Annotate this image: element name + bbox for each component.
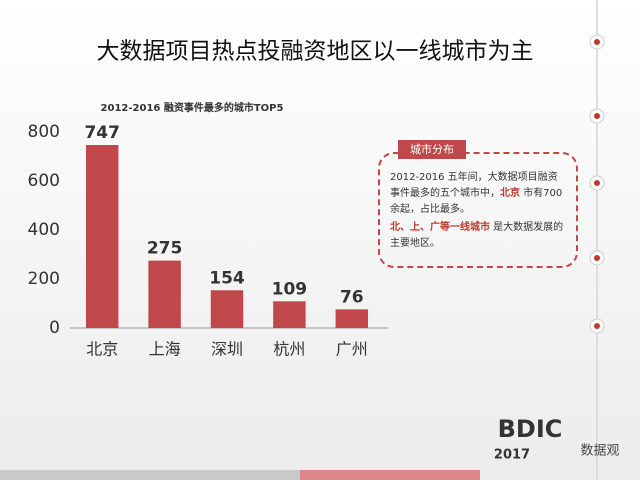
text: 2012-2016 五年间，大数据项目融资事件最多的五个城市中，: [390, 172, 558, 199]
text: 是大数据发展的主要地区。: [390, 222, 564, 249]
y-tick-label: 200: [28, 269, 60, 289]
x-tick-label: 广州: [336, 340, 368, 359]
callout-heading: 城市分布: [398, 140, 466, 159]
x-tick-label: 深圳: [211, 340, 243, 359]
x-tick-label: 北京: [86, 340, 118, 359]
callout: 2012-2016 五年间，大数据项目融资事件最多的五个城市中，北京 市有700…: [378, 152, 578, 268]
bar: [335, 309, 369, 328]
data-label: 275: [147, 239, 183, 259]
bar: [85, 144, 119, 328]
highlight: 北京: [500, 188, 520, 199]
data-label: 154: [209, 268, 245, 288]
timeline-dot-centers: [594, 39, 600, 329]
text: 市有700余起，占比最多。: [390, 188, 563, 215]
chart-title: 2012-2016 融资事件最多的城市TOP5: [101, 101, 284, 114]
x-tick-label: 上海: [149, 340, 181, 359]
y-tick-label: 0: [49, 318, 60, 338]
bar: [273, 301, 306, 328]
bar: [148, 260, 181, 328]
data-label: 76: [340, 287, 364, 307]
logo-year: 2017: [494, 448, 530, 463]
footer-bar: [0, 470, 300, 480]
highlight: 北、上、广等一线城市: [390, 222, 490, 233]
watermark: 数据观: [580, 444, 619, 459]
y-tick-label: 800: [28, 122, 60, 142]
logo: BDIC: [498, 415, 563, 443]
slide-title: 大数据项目热点投融资地区以一线城市为主: [97, 39, 534, 65]
data-label: 109: [272, 279, 308, 299]
bar: [210, 290, 244, 328]
y-tick-label: 600: [28, 171, 60, 191]
data-label: 747: [84, 123, 120, 143]
footer-bar: [300, 470, 480, 480]
callout-text: 北、上、广等一线城市 是大数据发展的主要地区。: [390, 220, 566, 252]
x-tick-label: 杭州: [273, 340, 305, 359]
callout-text: 2012-2016 五年间，大数据项目融资事件最多的五个城市中，北京 市有700…: [390, 170, 566, 218]
y-tick-label: 400: [28, 220, 60, 240]
